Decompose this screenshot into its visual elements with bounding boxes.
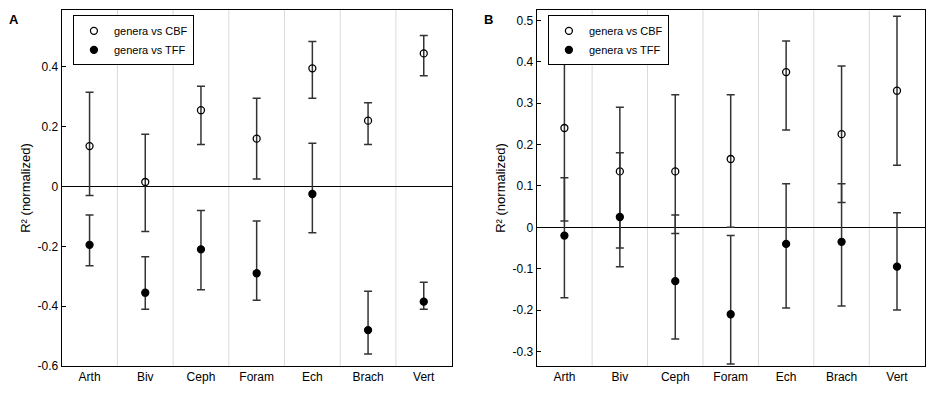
svg-text:Foram: Foram <box>239 370 274 384</box>
svg-text:0.3: 0.3 <box>517 96 534 110</box>
svg-text:A: A <box>9 12 19 27</box>
svg-text:Brach: Brach <box>352 370 383 384</box>
svg-text:0.4: 0.4 <box>42 60 59 74</box>
svg-text:-0.3: -0.3 <box>513 345 534 359</box>
svg-text:Ceph: Ceph <box>661 370 690 384</box>
svg-text:-0.4: -0.4 <box>38 299 59 313</box>
svg-text:R² (normalized): R² (normalized) <box>18 143 33 233</box>
svg-text:-0.1: -0.1 <box>513 262 534 276</box>
svg-text:Arth: Arth <box>553 370 575 384</box>
svg-text:Brach: Brach <box>826 370 857 384</box>
svg-text:-0.6: -0.6 <box>38 359 59 373</box>
svg-text:0.2: 0.2 <box>42 120 59 134</box>
svg-text:0.1: 0.1 <box>517 179 534 193</box>
svg-text:Ech: Ech <box>776 370 797 384</box>
svg-text:Biv: Biv <box>612 370 629 384</box>
svg-text:R² (normalized): R² (normalized) <box>493 143 508 233</box>
svg-text:genera vs CBF: genera vs CBF <box>114 25 188 37</box>
svg-text:Foram: Foram <box>713 370 748 384</box>
svg-text:genera vs TFF: genera vs TFF <box>589 44 661 56</box>
svg-text:B: B <box>484 12 493 27</box>
svg-text:Ech: Ech <box>302 370 323 384</box>
svg-text:0.2: 0.2 <box>517 138 534 152</box>
svg-text:Arth: Arth <box>79 370 101 384</box>
svg-text:0: 0 <box>52 180 59 194</box>
svg-text:genera vs CBF: genera vs CBF <box>589 25 663 37</box>
svg-text:Vert: Vert <box>413 370 435 384</box>
svg-text:Biv: Biv <box>137 370 154 384</box>
svg-text:genera vs TFF: genera vs TFF <box>114 44 186 56</box>
svg-text:0.5: 0.5 <box>517 14 534 28</box>
svg-text:0.4: 0.4 <box>517 55 534 69</box>
svg-text:-0.2: -0.2 <box>38 240 59 254</box>
svg-text:-0.2: -0.2 <box>513 303 534 317</box>
svg-text:Ceph: Ceph <box>187 370 216 384</box>
svg-text:0: 0 <box>527 221 534 235</box>
svg-text:Vert: Vert <box>886 370 908 384</box>
